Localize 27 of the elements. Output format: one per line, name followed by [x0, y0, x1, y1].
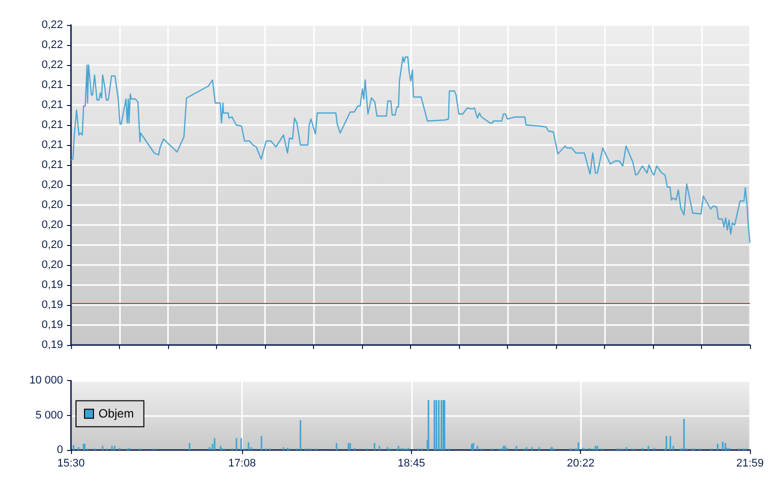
y-tick-label: 0,21 [42, 79, 63, 91]
y-tick-label: 0,20 [42, 179, 63, 191]
x-tick-label: 20:22 [566, 458, 594, 470]
y-tick-label: 0,20 [42, 199, 63, 211]
y-tick-label: 0,21 [42, 99, 63, 111]
y-tick-label: 0 [56, 444, 63, 456]
y-tick-label: 0,22 [42, 19, 63, 31]
y-tick-label: 10 000 [29, 374, 63, 387]
x-tick-label: 15:30 [57, 458, 85, 470]
y-tick-label: 0,21 [42, 119, 63, 131]
y-tick-label: 0,20 [42, 259, 63, 271]
y-tick-label: 0,20 [42, 219, 63, 231]
line-series [70, 56, 751, 244]
x-tick-label: 18:45 [398, 458, 426, 470]
y-tick-label: 0,22 [42, 39, 63, 51]
y-tick-label: 0,21 [42, 159, 63, 171]
y-tick-label: 0,19 [42, 279, 63, 291]
y-tick-label: 0,19 [42, 319, 63, 331]
x-tick-label: 21:59 [736, 458, 764, 470]
x-tick-label: 17:08 [228, 458, 256, 470]
y-tick-label: 0,19 [42, 299, 63, 311]
y-tick-label: 0,22 [42, 59, 63, 71]
y-tick-label: 0,21 [42, 139, 63, 151]
y-tick-label: 0,19 [42, 339, 63, 351]
legend-label: Objem [98, 406, 134, 421]
y-tick-label: 5 000 [35, 409, 63, 422]
y-tick-label: 0,20 [42, 239, 63, 251]
